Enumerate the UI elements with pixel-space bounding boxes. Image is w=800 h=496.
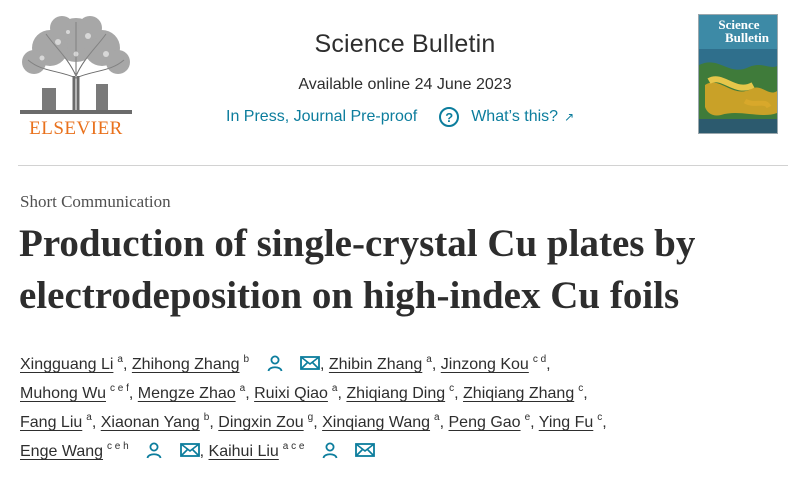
author-name[interactable]: Kaihui Liu [208, 443, 279, 460]
author-name[interactable]: Zhiqiang Ding [346, 385, 446, 402]
separator: , [199, 443, 205, 460]
author-name[interactable]: Zhibin Zhang [328, 356, 423, 373]
separator: , [209, 414, 214, 431]
affiliation-marker[interactable]: e [524, 412, 531, 423]
journal-cover-thumbnail[interactable]: Science Bulletin [698, 14, 778, 134]
elsevier-logo[interactable]: ELSEVIER [18, 14, 134, 140]
cover-title-line1: Science [718, 17, 759, 32]
separator: , [91, 414, 97, 431]
affiliation-marker[interactable]: a [239, 383, 246, 394]
mail-icon[interactable] [355, 442, 376, 458]
affiliation-marker[interactable]: c d [532, 354, 547, 365]
journal-title[interactable]: Science Bulletin [314, 30, 496, 58]
author-name[interactable]: Xingguang Li [20, 356, 114, 373]
author-name[interactable]: Xiaonan Yang [100, 414, 200, 431]
separator: , [313, 414, 318, 431]
author-name[interactable]: Dingxin Zou [218, 414, 304, 431]
whats-this-link[interactable]: ? What’s this? ↗ [439, 107, 574, 127]
elsevier-tree-icon [20, 16, 132, 114]
separator: , [320, 356, 325, 373]
author-name[interactable]: Zhihong Zhang [131, 356, 240, 373]
question-circle-icon: ? [439, 107, 460, 127]
affiliation-marker[interactable]: b [203, 412, 210, 423]
author-name[interactable]: Mengze Zhao [137, 385, 236, 402]
affiliation-marker[interactable]: a [434, 412, 440, 423]
separator: , [439, 414, 445, 431]
separator: , [530, 414, 535, 431]
separator: , [245, 385, 250, 402]
cover-image: Science Bulletin [699, 15, 777, 133]
affiliation-marker[interactable]: b [243, 354, 250, 365]
author-line: Muhong Wu c e f, Mengze Zhao a, Ruixi Qiao… [20, 379, 790, 408]
affiliation-marker[interactable]: a c e [282, 441, 305, 452]
author-name[interactable]: Zhiqiang Zhang [463, 385, 575, 402]
article-title: Production of single-crystal Cu plates b… [19, 218, 799, 322]
available-online-date: Available online 24 June 2023 [298, 76, 512, 93]
affiliation-marker[interactable]: a [331, 383, 338, 394]
separator: , [431, 356, 437, 373]
separator: , [122, 356, 128, 373]
affiliation-marker[interactable]: a [426, 354, 432, 365]
author-name[interactable]: Xinqiang Wang [322, 414, 431, 431]
separator: , [602, 414, 607, 431]
cover-title-line2: Bulletin [725, 30, 770, 45]
mail-icon[interactable] [179, 442, 200, 458]
article-title-line2: electrodeposition on high-index Cu foils [19, 274, 680, 317]
external-arrow-icon: ↗ [564, 110, 575, 124]
author-name[interactable]: Muhong Wu [20, 385, 106, 402]
author-name[interactable]: Peng Gao [448, 414, 521, 431]
author-line: Enge Wang c e h , Kaihui Liu a c e [20, 437, 790, 466]
whats-this-label: What’s this? [471, 108, 559, 125]
elsevier-wordmark: ELSEVIER [29, 118, 123, 139]
separator: , [454, 385, 459, 402]
author-line: Fang Liu a, Xiaonan Yang b, Dingxin Zou g, … [20, 408, 790, 437]
affiliation-marker[interactable]: g [307, 412, 314, 423]
affiliation-marker[interactable]: a [117, 354, 123, 365]
author-name[interactable]: Jinzong Kou [440, 356, 529, 373]
affiliation-marker[interactable]: a [86, 412, 92, 423]
affiliation-marker[interactable]: c [449, 383, 455, 394]
separator: , [128, 385, 134, 402]
author-name[interactable]: Enge Wang [20, 443, 104, 460]
author-name[interactable]: Fang Liu [20, 414, 83, 431]
affiliation-marker[interactable]: c [597, 412, 603, 423]
author-name[interactable]: Ruixi Qiao [254, 385, 328, 402]
person-icon[interactable] [321, 441, 339, 459]
article-title-line1: Production of single-crystal Cu plates b… [19, 222, 696, 265]
in-press-link[interactable]: In Press, Journal Pre-proof [226, 108, 418, 125]
author-line: Xingguang Li a, Zhihong Zhang b , Zhibin Z… [20, 350, 790, 379]
separator: , [583, 385, 588, 402]
author-name[interactable]: Ying Fu [538, 414, 594, 431]
article-status-row: In Press, Journal Pre-proof ? What’s thi… [226, 106, 574, 128]
person-icon[interactable] [145, 441, 163, 459]
affiliation-marker[interactable]: c e f [109, 383, 129, 394]
affiliation-marker[interactable]: c e h [107, 441, 129, 452]
author-list: Xingguang Li a, Zhihong Zhang b , Zhibin Z… [20, 350, 790, 466]
article-type: Short Communication [20, 192, 171, 211]
person-icon[interactable] [266, 354, 284, 372]
separator: , [337, 385, 342, 402]
journal-header: Science Bulletin [160, 30, 650, 59]
header-divider [18, 165, 788, 166]
separator: , [546, 356, 551, 373]
affiliation-marker[interactable]: c [578, 383, 584, 394]
mail-icon[interactable] [300, 355, 320, 371]
